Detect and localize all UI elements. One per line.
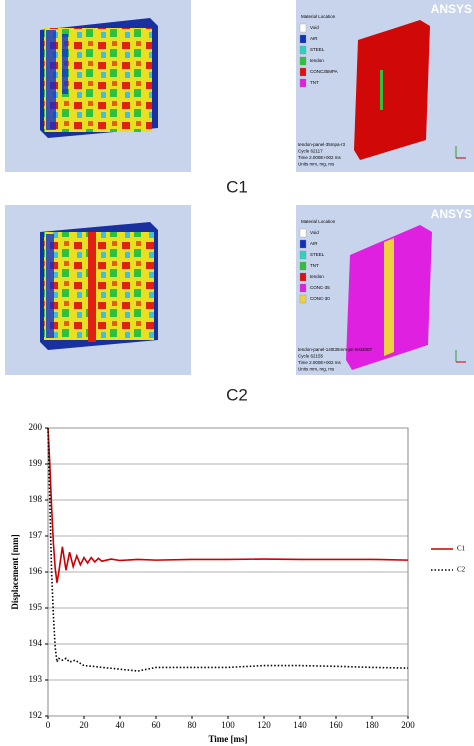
material-name: tendon	[310, 274, 324, 279]
material-swatch	[300, 68, 306, 76]
x-tick-label: 20	[80, 720, 90, 730]
legend-label: C2	[457, 566, 466, 574]
x-tick-label: 40	[116, 720, 126, 730]
material-swatch	[300, 57, 306, 65]
material-name: TNT	[310, 80, 319, 85]
render-note: tendon-panel-140t35mm-pc-test2007	[298, 347, 373, 352]
material-name: Void	[310, 230, 319, 235]
figure: C1 ANSYS Material Location Void AIR STEEL tend…	[0, 0, 474, 746]
contour-image	[5, 205, 191, 375]
render-note: Units mm, mg, ms	[298, 162, 335, 167]
panel-label: C2	[226, 385, 248, 404]
render-note: Cycle 62155	[298, 354, 324, 359]
material-name: STEEL	[310, 252, 325, 257]
y-tick-label: 198	[29, 494, 43, 504]
material-swatch	[300, 35, 306, 43]
material-name: CONC-35	[310, 285, 330, 290]
x-tick-label: 0	[46, 720, 51, 730]
material-name: tendon	[310, 58, 324, 63]
material-swatch	[300, 240, 306, 248]
x-tick-label: 140	[293, 720, 307, 730]
material-name: Void	[310, 25, 319, 30]
legend-label: C1	[457, 545, 466, 553]
panel-label: C1	[226, 177, 248, 196]
material-swatch	[300, 251, 306, 259]
material-swatch	[300, 273, 306, 281]
render-note: Units mm, mg, ms	[298, 367, 335, 372]
material-name: AIR	[310, 241, 318, 246]
x-tick-label: 60	[152, 720, 162, 730]
x-tick-label: 200	[401, 720, 415, 730]
brand: ANSYS	[431, 2, 472, 16]
material-name: TNT	[310, 263, 319, 268]
y-tick-label: 193	[29, 674, 43, 684]
y-tick-label: 199	[29, 458, 43, 468]
x-tick-label: 120	[257, 720, 271, 730]
material-swatch	[300, 24, 306, 32]
y-tick-label: 195	[29, 602, 43, 612]
page: C1 ANSYS Material Location Void AIR STEEL tend…	[0, 0, 474, 746]
material-swatch	[300, 262, 306, 270]
legend-title: Material Location	[301, 14, 336, 19]
material-name: AIR	[310, 36, 318, 41]
x-tick-label: 180	[365, 720, 379, 730]
material-swatch	[300, 229, 306, 237]
y-tick-label: 200	[29, 422, 43, 432]
legend-title: Material Location	[301, 219, 336, 224]
render-note: tendon-panel-35mpa-r3	[298, 142, 346, 147]
render-note: Cycle 62117	[298, 149, 323, 154]
x-tick-label: 160	[329, 720, 343, 730]
material-swatch	[300, 79, 306, 87]
y-tick-label: 192	[29, 710, 43, 720]
render-note: Time 2.000E+002 ms	[298, 155, 341, 160]
x-axis-label: Time [ms]	[208, 734, 247, 744]
brand: ANSYS	[431, 207, 472, 221]
contour-image	[5, 0, 191, 172]
x-tick-label: 80	[188, 720, 198, 730]
y-tick-label: 196	[29, 566, 43, 576]
material-name: CONC-30	[310, 296, 330, 301]
y-tick-label: 194	[29, 638, 43, 648]
render-note: Time 2.000E+002 ms	[298, 360, 341, 365]
x-tick-label: 100	[221, 720, 235, 730]
y-axis-label: Displacement [mm]	[10, 534, 20, 609]
material-name: CONC35MPA	[310, 69, 338, 74]
material-swatch	[300, 284, 306, 292]
y-tick-label: 197	[29, 530, 43, 540]
material-name: STEEL	[310, 47, 325, 52]
material-swatch	[300, 295, 306, 303]
material-swatch	[300, 46, 306, 54]
